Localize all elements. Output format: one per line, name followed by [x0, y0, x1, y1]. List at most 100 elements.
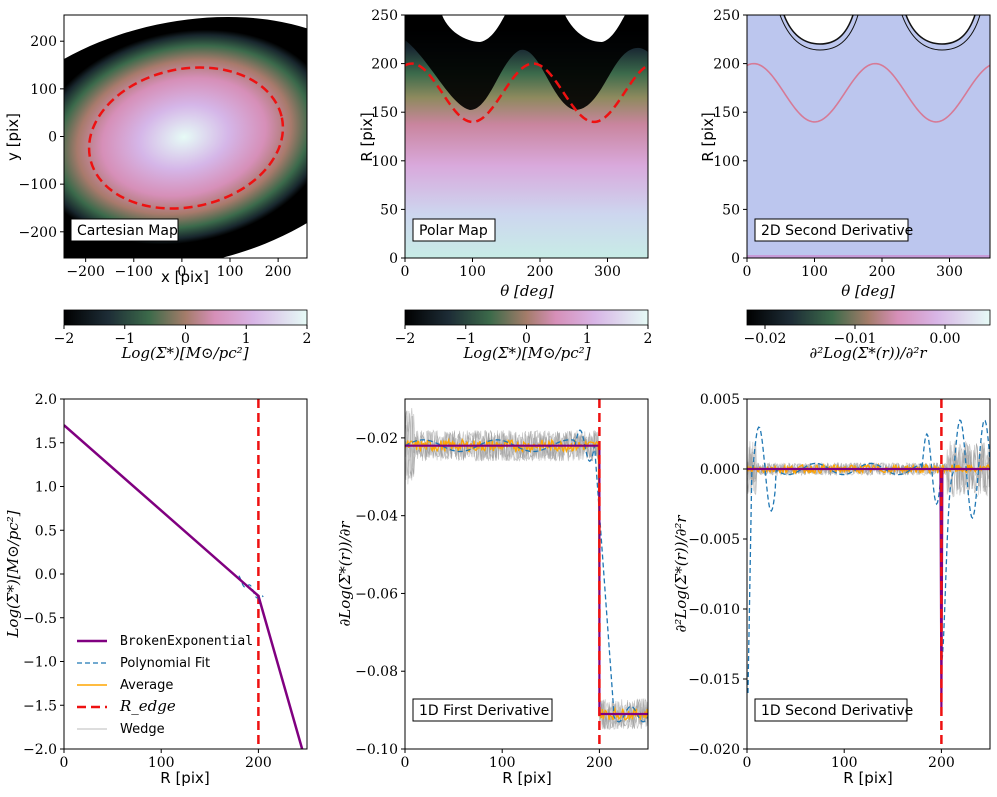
deriv2d-xtick-label: 100 [801, 264, 828, 280]
deriv2d-xtick-label: 200 [869, 264, 896, 280]
deriv2d-annotation-box [754, 218, 909, 242]
cartesian-colorbar-tick-label: −2 [54, 331, 75, 347]
cartesian-colorbar-tick-label: 1 [242, 331, 251, 347]
profile-ylabel: Log(Σ*)[M⊙/pc²] [4, 510, 22, 638]
panel-cartesian-map: −200 −100 0 100 200 −200 −100 0 100 200 Cartesian… [4, 14, 311, 362]
first-deriv-annotation-box [412, 698, 553, 722]
cartesian-xtick-label: −200 [66, 264, 104, 280]
first-deriv-ytick-label: −0.06 [355, 586, 398, 602]
profile-ytick-label: 2.0 [35, 392, 57, 408]
first-deriv-wedge-line [405, 414, 648, 729]
second-deriv-xlabel: R [pix] [843, 769, 892, 787]
polar-edge-curve [405, 62, 648, 124]
profile-xtick-label: 100 [148, 755, 175, 771]
polar-ytick-label: 100 [371, 154, 398, 170]
polar-colorbar-ticks: −2 −1 0 1 2 [395, 325, 653, 347]
deriv2d-colorbar-tick-label: −0.01 [834, 331, 877, 347]
polar-axes: 0 100 200 300 0 50 100 150 200 250 [371, 8, 621, 280]
polar-ylabel: R [pix] [358, 112, 376, 161]
deriv2d-ring-right [901, 15, 981, 51]
legend-wedge-label: Wedge [120, 722, 165, 737]
first-deriv-wedges [405, 407, 648, 730]
first-deriv-axes: 0 100 200 −0.02 −0.04 −0.06 −0.08 −0.10 [355, 431, 613, 771]
polar-xlabel: θ [deg] [500, 282, 554, 300]
second-deriv-ytick-label: −0.005 [688, 532, 740, 548]
cartesian-xtick-label: −100 [115, 264, 153, 280]
polar-colorbar-tick-label: 0 [522, 331, 531, 347]
cartesian-colorbar-label: Log(Σ*)[M⊙/pc²] [120, 344, 248, 362]
cartesian-colorbar-tick-label: 0 [181, 331, 190, 347]
first-deriv-wedge-line [405, 416, 648, 730]
second-deriv-annotation: 1D Second Derivative [761, 703, 913, 719]
deriv2d-ring-left [779, 15, 859, 51]
polar-colorbar [404, 309, 649, 326]
cartesian-colorbar-tick-label: −1 [114, 331, 135, 347]
first-deriv-annotation: 1D First Derivative [419, 703, 549, 719]
panel-second-derivative: 0 100 200 0.005 0.000 −0.005 −0.010 −0.015 −0.02… [672, 392, 991, 787]
deriv2d-axes-frame [746, 14, 991, 259]
deriv2d-ytick-label: 150 [713, 105, 740, 121]
cartesian-xtick-label: 100 [217, 264, 244, 280]
polar-colorbar-tick-label: 1 [583, 331, 592, 347]
profile-ytick-label: 1.5 [35, 436, 57, 452]
first-deriv-ytick-label: −0.04 [355, 509, 398, 525]
deriv2d-empty-region-right [905, 15, 976, 45]
polar-xtick-label: 300 [594, 264, 621, 280]
polar-colorbar-tick-label: −1 [455, 331, 476, 347]
profile-ytick-label: −2.0 [23, 742, 57, 758]
polar-colorbar-tick-label: −2 [395, 331, 416, 347]
second-deriv-polynomial-fit [747, 419, 990, 694]
cartesian-ytick-label: −100 [19, 177, 57, 193]
deriv2d-ytick-label: 250 [713, 8, 740, 24]
cartesian-colorbar [63, 309, 308, 326]
second-deriv-xtick-label: 100 [831, 755, 858, 771]
legend-model-label: BrokenExponential [120, 634, 253, 649]
second-deriv-model [747, 467, 990, 708]
polar-colorbar-tick-label: 2 [644, 331, 653, 347]
first-deriv-xtick-label: 0 [401, 755, 410, 771]
second-deriv-ytick-label: 0.000 [700, 462, 740, 478]
first-deriv-wedge-line [405, 416, 648, 730]
polar-xtick-label: 100 [459, 264, 486, 280]
first-deriv-polynomial-fit [405, 429, 648, 723]
panel-2d-second-derivative: 0 100 200 300 0 50 100 150 200 250 2D Second Deri… [699, 8, 991, 362]
profile-ytick-label: −0.5 [23, 611, 57, 627]
polar-empty-region-left [442, 15, 505, 42]
polar-annotation: Polar Map [419, 223, 488, 239]
cartesian-annotation-box [70, 218, 179, 242]
deriv2d-colorbar-tick-label: −0.02 [744, 331, 787, 347]
legend-fit-label: Polynomial Fit [120, 656, 210, 671]
second-deriv-ytick-label: 0.005 [700, 392, 740, 408]
first-deriv-xtick-label: 200 [586, 755, 613, 771]
polar-ytick-label: 150 [371, 105, 398, 121]
deriv2d-bottom-band [747, 255, 990, 258]
cartesian-ylabel: y [pix] [4, 113, 22, 161]
profile-axes: 0 100 200 −2.0 −1.5 −1.0 −0.5 0.0 0.5 1.0 1.5 2.0 [23, 392, 272, 771]
cartesian-xtick-label: 0 [177, 264, 186, 280]
cartesian-axes: −200 −100 0 100 200 −200 −100 0 100 200 [19, 34, 292, 280]
deriv2d-colorbar [746, 309, 991, 326]
cartesian-xtick-label: 200 [265, 264, 292, 280]
deriv2d-ytick-label: 100 [713, 154, 740, 170]
deriv2d-xlabel: θ [deg] [841, 282, 895, 300]
cartesian-ytick-label: 100 [30, 82, 57, 98]
second-deriv-ytick-label: −0.020 [688, 742, 740, 758]
second-deriv-xtick-label: 0 [743, 755, 752, 771]
first-deriv-xlabel: R [pix] [502, 769, 551, 787]
second-deriv-axes-frame [746, 398, 991, 750]
cartesian-ytick-label: 200 [30, 34, 57, 50]
profile-ytick-label: 0.0 [35, 567, 57, 583]
polar-axes-frame [404, 14, 649, 259]
first-deriv-ytick-label: −0.10 [355, 742, 398, 758]
second-deriv-ytick-label: −0.015 [688, 672, 740, 688]
profile-xtick-label: 200 [245, 755, 272, 771]
polar-ytick-label: 50 [380, 202, 398, 218]
polar-ytick-label: 0 [389, 251, 398, 267]
deriv2d-edge-curve [747, 62, 990, 123]
polar-xtick-label: 200 [527, 264, 554, 280]
first-deriv-axes-frame [404, 398, 649, 750]
deriv2d-ytick-label: 50 [722, 202, 740, 218]
cartesian-ytick-label: −200 [19, 225, 57, 241]
panel-profile: 0 100 200 −2.0 −1.5 −1.0 −0.5 0.0 0.5 1.0 1.5 2.0 R… [4, 392, 308, 787]
